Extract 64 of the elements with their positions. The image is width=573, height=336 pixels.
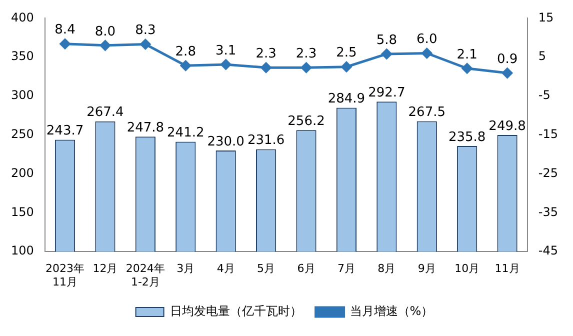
data-label: 267.5 — [408, 105, 446, 120]
x-tick-label: 12月 — [92, 262, 118, 276]
x-tick-label: 6月 — [297, 262, 316, 276]
data-label: 2.5 — [336, 46, 357, 61]
data-label: 231.6 — [247, 133, 285, 148]
y2-tick-label: -5 — [538, 88, 550, 102]
x-tick-label: 11月 — [494, 262, 520, 276]
point — [422, 48, 432, 58]
point — [341, 62, 352, 72]
y-tick-label: 250 — [11, 127, 34, 142]
x-tick-label: 8月 — [378, 262, 396, 276]
data-label: 0.9 — [496, 52, 518, 67]
y2-tick-label: 5 — [538, 49, 546, 64]
x-tick-label: 10月 — [454, 262, 480, 276]
data-label: 267.4 — [86, 105, 124, 120]
data-label: 249.8 — [488, 118, 526, 134]
data-label: 8.0 — [94, 24, 116, 40]
y2-tick-label: 15 — [538, 10, 554, 24]
x-tick-label: 4月 — [216, 262, 235, 276]
point — [462, 63, 472, 74]
data-label: 256.2 — [288, 114, 325, 129]
y2-tick-label: -15 — [538, 127, 558, 142]
data-label: 292.7 — [368, 86, 406, 101]
point — [301, 62, 312, 73]
y2-tick-label: -45 — [538, 244, 558, 258]
y2-tick-label: -35 — [538, 204, 558, 219]
data-label: 8.3 — [135, 23, 156, 38]
point — [180, 60, 191, 71]
x-tick-label: 2024年 1-2月 — [126, 262, 165, 288]
x-tick-label: 7月 — [337, 262, 356, 276]
point — [100, 40, 110, 51]
data-label: 2.3 — [256, 46, 276, 62]
legend-label: 日均发电量（亿千瓦时） — [170, 304, 302, 318]
point — [60, 38, 70, 50]
point — [260, 62, 272, 73]
y-tick-label: 150 — [11, 204, 34, 219]
data-label: 243.7 — [46, 124, 84, 139]
y-tick-label: 300 — [11, 88, 34, 102]
data-label: 2.8 — [175, 44, 196, 60]
y-tick-label: 400 — [11, 10, 34, 24]
data-label: 2.3 — [296, 46, 317, 62]
data-label: 3.1 — [215, 43, 236, 58]
data-label: 235.8 — [448, 130, 486, 145]
x-tick-label: 2023年 11月 — [46, 262, 85, 288]
point — [220, 59, 232, 70]
point — [140, 39, 151, 50]
x-tick-label: 9月 — [418, 262, 436, 276]
data-label: 247.8 — [126, 120, 164, 136]
point — [502, 68, 513, 78]
data-label: 5.8 — [376, 32, 398, 48]
y2-tick-label: -25 — [538, 166, 558, 180]
y-tick-label: 200 — [11, 166, 34, 180]
data-label: 6.0 — [416, 32, 438, 48]
data-label: 8.4 — [54, 22, 76, 38]
data-label: 230.0 — [207, 134, 244, 150]
x-tick-label: 5月 — [257, 262, 276, 276]
point — [381, 48, 392, 60]
data-label: 2.1 — [456, 47, 478, 62]
data-label: 241.2 — [167, 126, 204, 141]
x-tick-label: 3月 — [176, 262, 195, 276]
y-tick-label: 350 — [11, 49, 34, 64]
y-tick-label: 100 — [11, 244, 34, 258]
data-label: 284.9 — [328, 92, 366, 107]
legend-label: 当月增速（%） — [350, 304, 434, 318]
